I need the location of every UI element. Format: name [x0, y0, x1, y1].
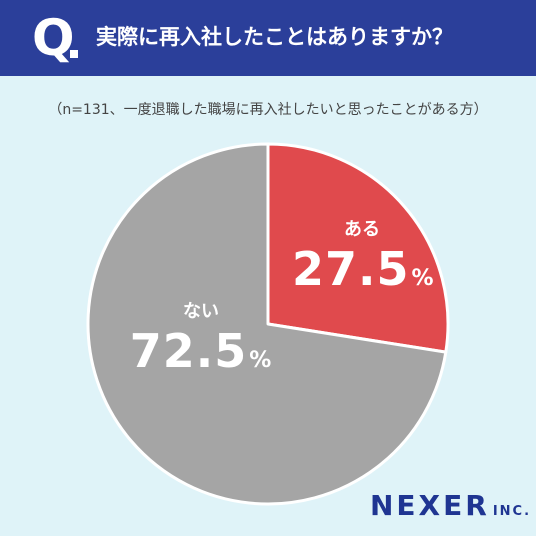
- pie-slice-no: [86, 142, 448, 506]
- sample-note: （n=131、一度退職した職場に再入社したいと思ったことがある方）: [48, 102, 488, 118]
- slice-unit-yes: %: [411, 266, 435, 291]
- question-mark: Q: [32, 9, 75, 67]
- slice-percent-no: 72.5%: [116, 324, 286, 388]
- question-dot: [70, 50, 78, 58]
- question-title: 実際に再入社したことはありますか？: [96, 25, 453, 49]
- slice-name-no: ない: [183, 301, 219, 322]
- logo-main: NEXER: [370, 489, 490, 522]
- slice-label-yes: ある 27.5%: [292, 218, 435, 306]
- pie-slice-yes: [266, 142, 450, 354]
- header-bar: Q 実際に再入社したことはありますか？: [0, 0, 536, 76]
- slice-value-yes: 27.5: [292, 242, 410, 296]
- logo-sub: INC.: [492, 504, 532, 519]
- nexer-logo: NEXER INC.: [370, 488, 530, 524]
- slice-name-yes: ある: [344, 219, 380, 240]
- slice-label-no: ない 72.5%: [116, 300, 286, 388]
- slice-value-no: 72.5: [129, 324, 248, 378]
- slice-unit-no: %: [249, 348, 273, 373]
- slice-percent-yes: 27.5%: [292, 242, 435, 306]
